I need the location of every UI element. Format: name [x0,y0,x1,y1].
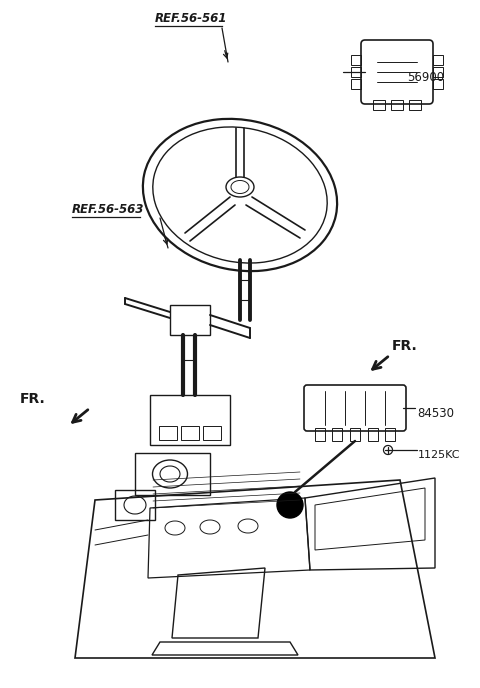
Bar [170,305,210,335]
Bar [150,395,230,445]
Bar [332,428,342,441]
Bar [433,67,443,77]
Bar [135,453,210,495]
Bar [315,428,325,441]
Bar [181,426,199,440]
Bar [351,79,361,89]
Bar [350,428,360,441]
Text: REF.56-563: REF.56-563 [72,203,144,216]
Bar [203,426,221,440]
Bar [433,55,443,65]
Bar [385,428,395,441]
Bar [373,100,385,110]
Text: 84530: 84530 [417,407,454,420]
Bar [159,426,177,440]
Bar [351,67,361,77]
Bar [115,490,155,520]
Text: 1125KC: 1125KC [418,450,460,460]
Text: 56900: 56900 [407,70,444,83]
Bar [351,55,361,65]
Bar [391,100,403,110]
Text: REF.56-561: REF.56-561 [155,12,228,25]
Text: FR.: FR. [392,339,418,353]
Bar [433,79,443,89]
Text: FR.: FR. [20,392,46,406]
Bar [368,428,378,441]
Bar [409,100,421,110]
Circle shape [277,492,303,518]
